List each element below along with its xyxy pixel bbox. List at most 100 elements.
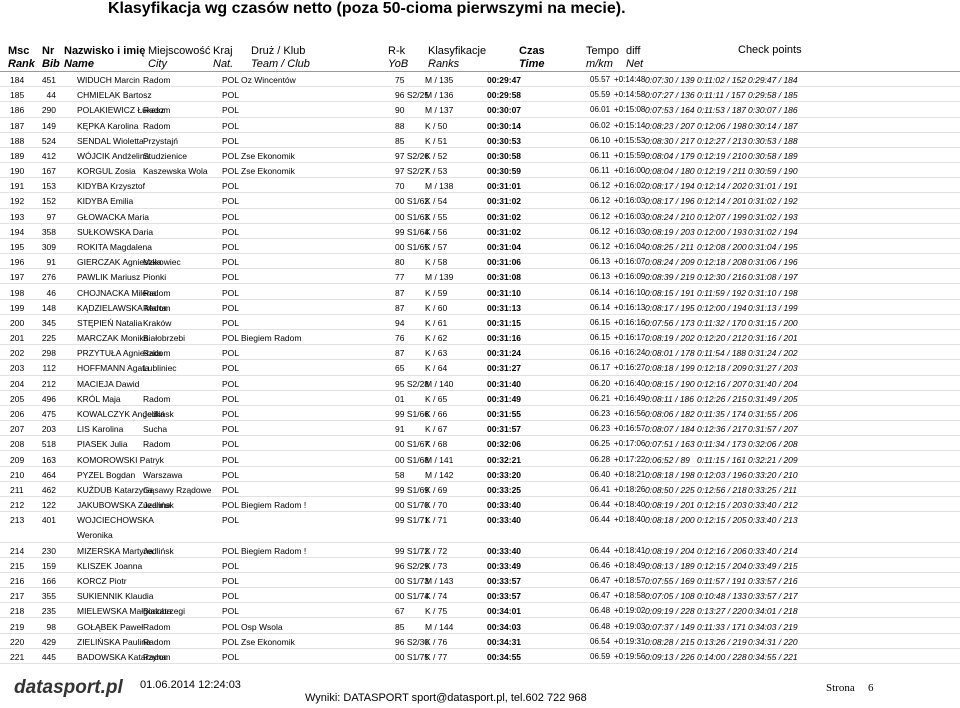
bib: 309	[41, 242, 56, 252]
name: KORGUL Zosia	[77, 166, 136, 177]
yob: 00 S1/70	[395, 500, 430, 510]
name: KĘPKA Karolina	[77, 120, 139, 131]
yob: 00 S1/68	[395, 454, 430, 465]
checkpoint: 0:09:19 / 228	[645, 606, 695, 617]
tempo: 06.54	[590, 636, 611, 646]
city: Sucha	[143, 424, 168, 435]
diff: +0:17:06	[614, 439, 646, 449]
checkpoint: 0:12:20 / 212	[697, 333, 747, 344]
checkpoint: 0:12:16 / 206	[697, 545, 747, 556]
checkpoint: 0:12:16 / 207	[697, 378, 747, 389]
yob: 87	[395, 287, 405, 298]
table-row: 215 159 KLISZEK Joanna POL 96 S2/29 K / 73 00:…	[0, 558, 960, 573]
diff: +0:18:26	[614, 484, 646, 494]
checkpoint: 0:08:07 / 184	[645, 424, 695, 435]
bib: 518	[41, 439, 56, 450]
ranks: K / 61	[425, 317, 448, 328]
name: POLAKIEWICZ Łukasz	[77, 105, 165, 116]
yob: 87	[395, 302, 405, 313]
bib: 163	[41, 454, 56, 465]
checkpoint: 0:31:13 / 199	[748, 302, 798, 313]
yob: 75	[395, 75, 405, 85]
ranks: M / 143	[425, 575, 454, 586]
diff: +0:16:03	[614, 226, 646, 236]
checkpoint: 0:08:25 / 211	[645, 242, 694, 252]
checkpoint: 0:08:13 / 189	[645, 560, 695, 571]
checkpoint: 0:08:11 / 186	[645, 393, 694, 404]
diff: +0:16:10	[614, 287, 646, 297]
bib: 122	[41, 500, 56, 510]
bib: 358	[41, 226, 56, 237]
name: MARCZAK Monika	[77, 333, 149, 344]
nat: POL	[222, 166, 240, 177]
checkpoint: 0:08:19 / 204	[645, 545, 695, 556]
time: 00:34:55	[487, 651, 522, 662]
ranks: K / 63	[425, 348, 448, 359]
tempo: 06.25	[590, 439, 611, 449]
checkpoint: 0:13:27 / 220	[697, 606, 747, 617]
rank: 207	[10, 424, 25, 435]
column-header: Ranks	[428, 58, 460, 70]
table-row: 207 203 LIS Karolina Sucha POL 91 K / 67 00:31:…	[0, 421, 960, 437]
time: 00:30:14	[487, 120, 522, 131]
column-header: Klasyfikacje	[428, 45, 487, 57]
nat: POL	[222, 135, 240, 146]
rank: 209	[10, 454, 25, 465]
time: 00:33:57	[487, 575, 522, 586]
table-row: 210 464 PYZEL Bogdan Warszawa POL 58 M / 142 00…	[0, 467, 960, 482]
table-row: 192 152 KIDYBA Emilia POL 00 S1/62 K / 54 00:3…	[0, 193, 960, 209]
diff: +0:16:04	[614, 242, 646, 251]
name: WIDUCH Marcin	[77, 75, 140, 85]
city: Radom	[143, 651, 171, 662]
table-row: 202 298 PRZYTUŁA Agnieszka Radom POL 87 K / 63…	[0, 345, 960, 361]
ranks: K / 55	[425, 211, 448, 222]
column-header: Team / Club	[251, 58, 310, 70]
checkpoint: 0:31:01 / 191	[748, 181, 798, 192]
table-row: 205 496 KRÓL Maja Radom POL 01 K / 65 00:31:49 0…	[0, 391, 960, 406]
name: KIDYBA Emilia	[77, 196, 134, 207]
checkpoint: 0:30:59 / 190	[748, 166, 798, 177]
nat: POL	[222, 454, 240, 465]
diff: +0:16:03	[614, 211, 646, 221]
table-row: 213 401 WOJCIECHOWSKA POL 99 S1/71 K / 71 00:3…	[0, 512, 960, 543]
tempo: 06.02	[590, 120, 611, 130]
nat: POL	[222, 333, 240, 344]
team: Biegiem Radom !	[241, 500, 307, 510]
rank: 208	[10, 439, 25, 450]
checkpoint: 0:33:49 / 215	[748, 560, 798, 571]
diff: +0:16:16	[614, 317, 646, 327]
table-row: 195 309 ROKITA Magdalena POL 00 S1/65 K / 57 0…	[0, 239, 960, 255]
checkpoint: 0:08:50 / 225	[645, 484, 695, 495]
name: KĄDZIELAWSKA Marta	[77, 302, 167, 313]
column-header: Check points	[738, 44, 802, 56]
ranks: M / 139	[425, 272, 454, 283]
bib: 167	[41, 166, 56, 177]
checkpoint: 0:08:15 / 191	[645, 287, 695, 298]
name: PRZYTUŁA Agnieszka	[77, 348, 163, 359]
time: 00:33:40	[487, 545, 522, 556]
checkpoint: 0:30:14 / 187	[748, 120, 798, 131]
rank: 191	[10, 181, 25, 192]
tempo: 06.48	[590, 621, 611, 631]
ranks: K / 75	[425, 606, 448, 617]
checkpoint: 0:07:27 / 136	[645, 90, 695, 101]
checkpoint: 0:33:40 / 213	[748, 515, 798, 526]
checkpoint: 0:31:49 / 205	[748, 393, 798, 404]
bib: 166	[41, 575, 56, 586]
name: ROKITA Magdalena	[77, 242, 152, 252]
nat: POL	[222, 469, 240, 480]
tempo: 06.11	[590, 150, 610, 160]
nat: POL	[222, 287, 240, 298]
nat: POL	[222, 439, 240, 450]
checkpoint: 0:31:40 / 204	[748, 378, 798, 389]
yob: 95 S2/28	[395, 378, 430, 389]
bib: 235	[41, 606, 56, 617]
time: 00:29:47	[487, 75, 522, 85]
time: 00:34:03	[487, 621, 522, 632]
checkpoint: 0:34:03 / 219	[748, 621, 798, 632]
name: PYZEL Bogdan	[77, 469, 136, 480]
checkpoint: 0:07:51 / 163	[645, 439, 695, 450]
tempo: 06.41	[590, 484, 611, 494]
diff: +0:19:03	[614, 621, 646, 631]
table-row: 198 46 CHOJNACKA Milena Radom POL 87 K / 59 00:…	[0, 285, 960, 300]
